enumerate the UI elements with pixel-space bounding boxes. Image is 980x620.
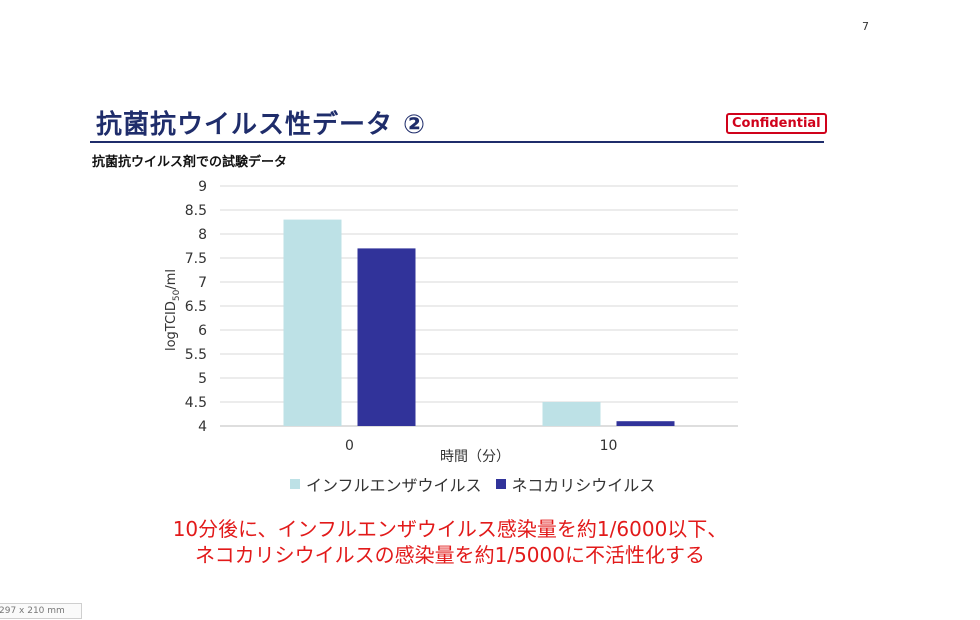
y-tick-label: 9 [198, 179, 207, 195]
bar-influenza-10 [542, 402, 601, 426]
legend-swatch [495, 479, 506, 489]
conclusion-text: 10分後に、インフルエンザウイルス感染量を約1/6000以下、 ネコカリシウイル… [130, 516, 770, 568]
y-tick-label: 4 [198, 419, 207, 435]
legend-item-influenza: インフルエンザウイルス [290, 472, 482, 496]
chart-subtitle: 抗菌抗ウイルス剤での試験データ [92, 155, 288, 170]
conclusion-line-1: 10分後に、インフルエンザウイルス感染量を約1/6000以下、 [172, 517, 728, 541]
slide-title: 抗菌抗ウイルス性データ ② [96, 110, 427, 140]
y-tick-label: 7.5 [185, 251, 207, 267]
legend-item-calicivirus: ネコカリシウイルス [495, 472, 656, 496]
y-tick-label: 6.5 [185, 299, 207, 315]
y-tick-label: 8.5 [185, 203, 207, 219]
chart-bars [283, 219, 675, 426]
y-axis-title: logTCID50/ml [164, 269, 182, 351]
x-tick-label: 10 [600, 438, 618, 454]
legend-label: ネコカリシウイルス [511, 476, 656, 495]
conclusion-line-2: ネコカリシウイルスの感染量を約1/5000に不活性化する [195, 543, 705, 567]
x-axis-title: 時間（分） [440, 449, 510, 465]
y-tick-label: 5 [198, 371, 207, 387]
y-tick-label: 4.5 [185, 395, 207, 411]
bar-calicivirus-0 [357, 248, 416, 426]
page-number: 7 [862, 20, 869, 33]
bar-calicivirus-10 [616, 421, 675, 426]
y-tick-label: 6 [198, 323, 207, 339]
y-tick-label: 7 [198, 275, 207, 291]
bar-influenza-0 [283, 219, 342, 426]
title-underline [90, 141, 824, 143]
y-axis-tick-labels: 4 4.5 5 5.5 6 6.5 7 7.5 8 8.5 9 [185, 179, 207, 435]
y-tick-label: 5.5 [185, 347, 207, 363]
y-tick-label: 8 [198, 227, 207, 243]
x-tick-label: 0 [345, 438, 354, 454]
page-size-indicator: 297 x 210 mm [0, 603, 82, 619]
bar-chart: 4 4.5 5 5.5 6 6.5 7 7.5 8 8.5 9 0 10 logTCID50/ml 時… [164, 179, 738, 465]
chart-legend: インフルエンザウイルス ネコカリシウイルス [290, 472, 655, 496]
confidential-badge: Confidential [726, 113, 827, 134]
legend-swatch [290, 479, 300, 489]
legend-label: インフルエンザウイルス [306, 476, 482, 495]
x-axis-tick-labels: 0 10 [345, 438, 617, 454]
